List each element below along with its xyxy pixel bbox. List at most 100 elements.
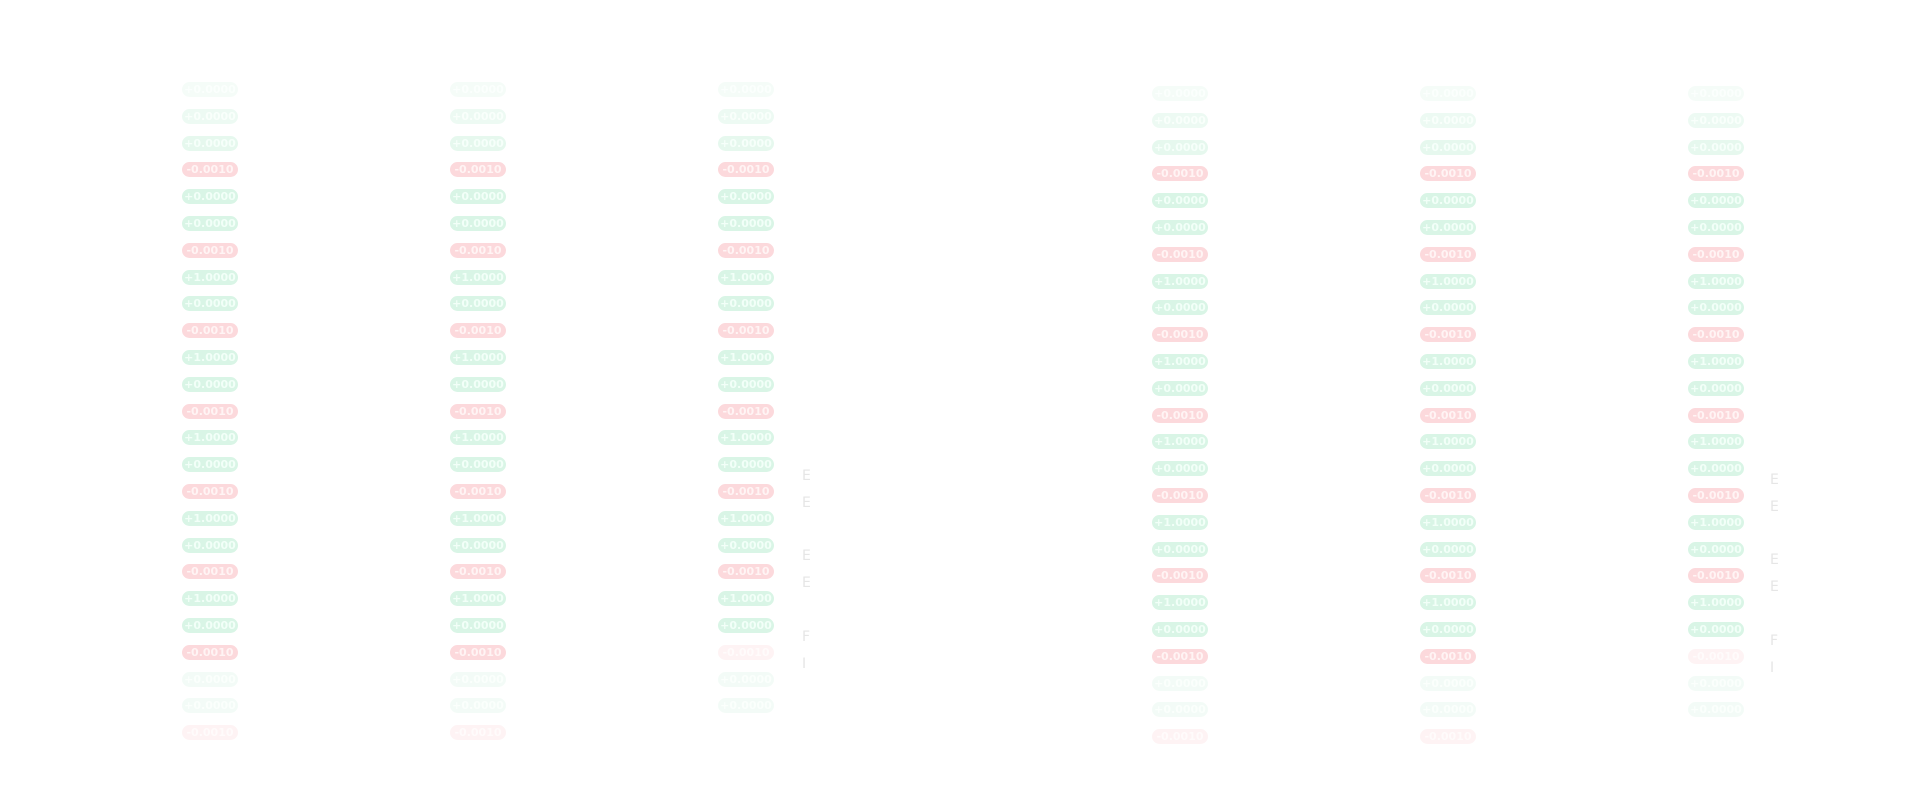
- delta-badge: +1.0000: [1152, 273, 1208, 289]
- delta-badge: +0.0000: [718, 108, 774, 124]
- delta-badge: +0.0000: [718, 537, 774, 553]
- delta-badge: +0.0000: [718, 618, 774, 633]
- delta-badge: +1.0000: [1420, 514, 1476, 530]
- delta-badge: +1.0000: [450, 510, 506, 526]
- delta-badge: +1.0000: [1688, 514, 1744, 530]
- delta-badge: +0.0000: [718, 698, 774, 714]
- delta-badge: -0.0010: [1420, 488, 1476, 503]
- delta-badge: +0.0000: [450, 457, 506, 473]
- delta-badge: -0.0010: [718, 564, 774, 580]
- delta-badge: -0.0010: [182, 484, 238, 499]
- delta-badge: +0.0000: [182, 216, 238, 231]
- delta-badge: +0.0000: [1420, 300, 1476, 316]
- delta-badge: -0.0010: [450, 644, 506, 660]
- side-letter: E: [802, 575, 811, 592]
- delta-badge: +0.0000: [1688, 622, 1744, 637]
- delta-badge: -0.0010: [718, 323, 774, 339]
- delta-badge: +1.0000: [718, 430, 774, 446]
- delta-badge: -0.0010: [718, 484, 774, 499]
- delta-badge: +0.0000: [1420, 220, 1476, 235]
- side-letter: E: [802, 468, 811, 484]
- delta-badge: +0.0000: [718, 216, 774, 231]
- delta-badge: +0.0000: [1420, 675, 1476, 691]
- delta-badge: -0.0010: [182, 644, 238, 660]
- delta-badge: +0.0000: [718, 135, 774, 151]
- delta-badge: +0.0000: [182, 618, 238, 633]
- delta-badge: +1.0000: [718, 591, 774, 607]
- delta-badge: -0.0010: [1420, 648, 1476, 664]
- delta-badge: +0.0000: [1152, 702, 1208, 718]
- delta-badge: +0.0000: [1688, 139, 1744, 155]
- delta-badge: +0.0000: [450, 537, 506, 553]
- side-letter: I: [802, 655, 807, 672]
- delta-badge: +0.0000: [1688, 220, 1744, 235]
- delta-badge: +1.0000: [1152, 595, 1208, 611]
- side-letter: E: [1770, 498, 1779, 515]
- delta-badge: -0.0010: [718, 162, 774, 178]
- side-letter: E: [802, 494, 811, 511]
- delta-badge: +1.0000: [1688, 354, 1744, 369]
- delta-badge: -0.0010: [1152, 246, 1208, 262]
- delta-badge: +1.0000: [450, 269, 506, 285]
- delta-badge: +0.0000: [718, 457, 774, 473]
- delta-badge: -0.0010: [1688, 246, 1744, 262]
- delta-badge: -0.0010: [182, 725, 238, 741]
- delta-badge: +0.0000: [182, 376, 238, 392]
- delta-badge: -0.0010: [450, 564, 506, 580]
- delta-badge: +0.0000: [1688, 193, 1744, 209]
- delta-badge: +0.0000: [1688, 461, 1744, 477]
- delta-badge: +0.0000: [1152, 380, 1208, 396]
- delta-badge: -0.0010: [450, 484, 506, 499]
- delta-badge: +0.0000: [1152, 112, 1208, 128]
- delta-badge: -0.0010: [1420, 327, 1476, 343]
- delta-badge: -0.0010: [1688, 407, 1744, 423]
- delta-badge: +0.0000: [1152, 541, 1208, 557]
- delta-badge: -0.0010: [1688, 648, 1744, 664]
- delta-badge: -0.0010: [1420, 246, 1476, 262]
- delta-badge: -0.0010: [718, 403, 774, 419]
- delta-badge: +1.0000: [182, 350, 238, 365]
- delta-badge: +0.0000: [450, 135, 506, 151]
- delta-badge: +0.0000: [1688, 702, 1744, 718]
- delta-badge: +0.0000: [718, 82, 774, 97]
- delta-badge: +0.0000: [1420, 139, 1476, 155]
- delta-badge: +0.0000: [1152, 675, 1208, 691]
- delta-badge: -0.0010: [1420, 568, 1476, 584]
- delta-badge: +1.0000: [1688, 434, 1744, 450]
- delta-badge: +1.0000: [182, 269, 238, 285]
- delta-badge: -0.0010: [1152, 488, 1208, 503]
- delta-badge: -0.0010: [1152, 407, 1208, 423]
- delta-badge: +0.0000: [182, 108, 238, 124]
- delta-badge: +0.0000: [182, 135, 238, 151]
- delta-badge: +0.0000: [718, 671, 774, 687]
- delta-badge: -0.0010: [1152, 166, 1208, 182]
- delta-badge: +1.0000: [1420, 354, 1476, 369]
- delta-badge: +0.0000: [182, 671, 238, 687]
- delta-badge: +0.0000: [450, 82, 506, 97]
- delta-badge: -0.0010: [1152, 729, 1208, 745]
- delta-badge: +0.0000: [1688, 380, 1744, 396]
- delta-badge: -0.0010: [450, 725, 506, 741]
- delta-badge: +0.0000: [1420, 380, 1476, 396]
- side-letter: E: [1770, 472, 1779, 488]
- delta-badge: +0.0000: [1152, 139, 1208, 155]
- delta-badge: +0.0000: [450, 698, 506, 714]
- delta-badge: -0.0010: [1688, 166, 1744, 182]
- delta-badge: +1.0000: [1152, 514, 1208, 530]
- delta-badge: -0.0010: [182, 162, 238, 178]
- delta-badge: +1.0000: [450, 430, 506, 446]
- delta-badge: +1.0000: [1420, 595, 1476, 611]
- delta-badge: -0.0010: [182, 242, 238, 258]
- delta-badge: +0.0000: [1420, 702, 1476, 718]
- delta-badge: -0.0010: [1152, 568, 1208, 584]
- delta-badge: +0.0000: [450, 376, 506, 392]
- delta-badge: +0.0000: [182, 537, 238, 553]
- delta-badge: +0.0000: [450, 296, 506, 312]
- delta-badge: +0.0000: [1152, 193, 1208, 209]
- delta-badge: +1.0000: [1420, 434, 1476, 450]
- delta-badge: +1.0000: [182, 591, 238, 607]
- delta-badge: -0.0010: [450, 403, 506, 419]
- delta-badge: +0.0000: [450, 216, 506, 231]
- delta-badge: +0.0000: [1420, 541, 1476, 557]
- delta-badge: +1.0000: [1152, 434, 1208, 450]
